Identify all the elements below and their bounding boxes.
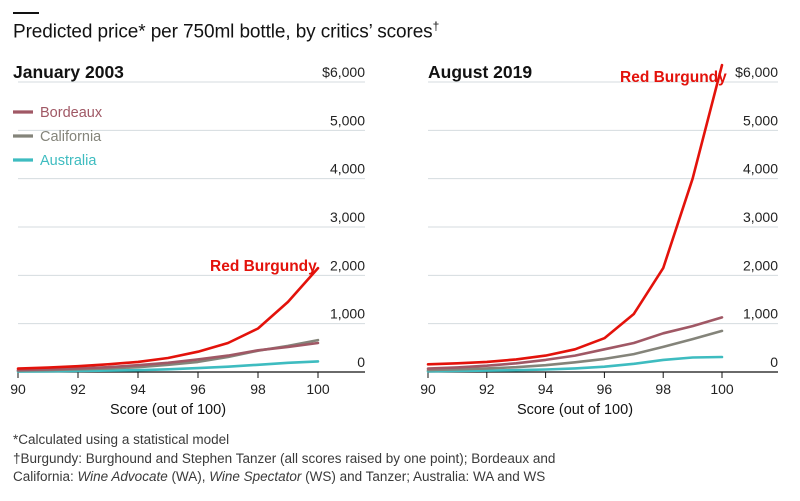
panel-2-series-australia bbox=[426, 355, 724, 373]
panel-2-y-tick-label: 5,000 bbox=[743, 112, 778, 128]
panel-2-y-tick-label: 0 bbox=[770, 354, 778, 370]
panel-1-y-tick-label: 0 bbox=[357, 354, 365, 370]
panel-2-annotation-red-burgundy: Red Burgundy bbox=[620, 69, 727, 86]
header-rule bbox=[13, 12, 39, 14]
legend-label-australia: Australia bbox=[40, 153, 97, 169]
panel-1-series-australia bbox=[16, 360, 320, 373]
footnote-3-part-e: (WS) and Tanzer; Australia: WA and WS bbox=[301, 469, 546, 484]
panel-2-x-axis-title: Score (out of 100) bbox=[517, 402, 633, 418]
panel-1-x-tick-label: 98 bbox=[250, 381, 266, 397]
panel-2-x-tick-label: 98 bbox=[655, 381, 671, 397]
panel-2-x-tick-label: 94 bbox=[538, 381, 554, 397]
panel-2-y-tick-label: $6,000 bbox=[735, 64, 778, 80]
panel-1-x-axis-title: Score (out of 100) bbox=[110, 402, 226, 418]
panel-2-x-tick-label: 96 bbox=[597, 381, 613, 397]
panel-1-x-tick-label: 92 bbox=[70, 381, 86, 397]
panel-2-series-red-burgundy bbox=[426, 63, 724, 366]
panel-1-y-tick-label: $6,000 bbox=[322, 64, 365, 80]
panel-2-title: August 2019 bbox=[428, 62, 532, 82]
panel-1-y-tick-label: 1,000 bbox=[330, 306, 365, 322]
panel-2-x-tick-label: 90 bbox=[420, 381, 436, 397]
chart-title-text: Predicted price* per 750ml bottle, by cr… bbox=[13, 21, 433, 43]
chart-title: Predicted price* per 750ml bottle, by cr… bbox=[13, 19, 439, 43]
legend-label-bordeaux: Bordeaux bbox=[40, 105, 103, 121]
panel-2-series-california bbox=[426, 329, 724, 372]
panel-1-x-tick-label: 100 bbox=[306, 381, 330, 397]
panel-2-y-tick-label: 3,000 bbox=[743, 209, 778, 225]
footnote-2: †Burgundy: Burghound and Stephen Tanzer … bbox=[13, 450, 555, 469]
panel-1-title: January 2003 bbox=[13, 62, 124, 82]
footnote-3-part-c: (WA), bbox=[167, 469, 210, 484]
panel-1-x-tick-label: 96 bbox=[190, 381, 206, 397]
panel-2-y-tick-label: 4,000 bbox=[743, 161, 778, 177]
panel-1-x-tick-label: 90 bbox=[10, 381, 26, 397]
panel-2-x-tick-label: 92 bbox=[479, 381, 495, 397]
panel-2-series-bordeaux bbox=[426, 316, 724, 370]
panel-1-y-tick-label: 5,000 bbox=[330, 112, 365, 128]
panel-2-x-tick-label: 100 bbox=[710, 381, 734, 397]
title-footnote-mark: † bbox=[432, 19, 440, 33]
footnote-2-mark: † bbox=[13, 450, 21, 466]
panel-1-x-tick-label: 94 bbox=[130, 381, 146, 397]
legend-label-california: California bbox=[40, 129, 102, 145]
footnote-1: *Calculated using a statistical model bbox=[13, 432, 230, 447]
panel-1-annotation-red-burgundy: Red Burgundy bbox=[210, 258, 317, 275]
footnote-3-part-d: Wine Spectator bbox=[209, 469, 302, 484]
footnotes: *Calculated using a statistical model †B… bbox=[13, 431, 555, 487]
panel-1-y-tick-label: 2,000 bbox=[330, 257, 365, 273]
chart-canvas: 0 1,000 2,000 3,000 4,000 5,000 $6,000 90 92 94 96… bbox=[10, 62, 778, 418]
footnote-3-part-a: California: bbox=[13, 469, 78, 484]
panel-1-y-tick-label: 4,000 bbox=[330, 161, 365, 177]
panel-1-series-red-burgundy bbox=[16, 266, 320, 370]
footnote-3-part-b: Wine Advocate bbox=[77, 469, 168, 484]
footnote-3: California: Wine Advocate (WA), Wine Spe… bbox=[13, 468, 555, 487]
panel-2-y-tick-label: 1,000 bbox=[743, 306, 778, 322]
panel-1-series-bordeaux bbox=[16, 341, 320, 372]
footnote-2-text: Burgundy: Burghound and Stephen Tanzer (… bbox=[20, 450, 556, 466]
panel-2-y-tick-label: 2,000 bbox=[743, 257, 778, 273]
panel-1-y-tick-label: 3,000 bbox=[330, 209, 365, 225]
